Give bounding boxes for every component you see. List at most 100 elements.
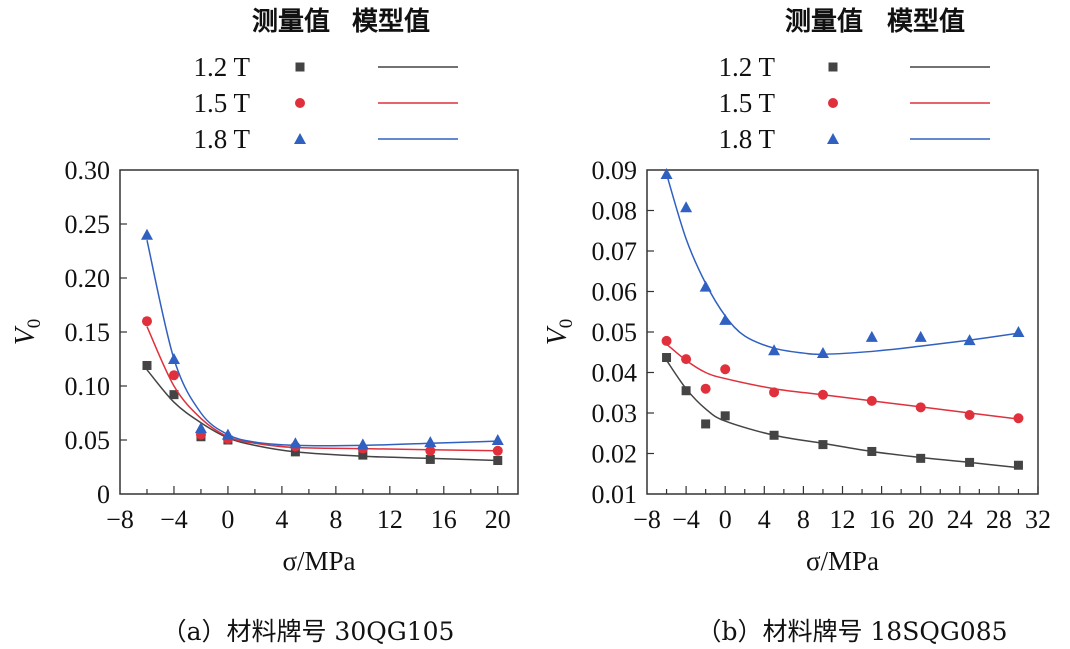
data-point-square — [358, 450, 368, 460]
model-curve-1.2T — [665, 359, 1019, 469]
x-tick-label: 12 — [377, 505, 403, 534]
x-tick-label: −4 — [160, 505, 188, 534]
data-point-triangle — [194, 422, 207, 434]
legend-marker-circle — [828, 98, 838, 108]
data-point-triangle — [356, 438, 369, 450]
x-tick-label: 8 — [797, 505, 810, 534]
data-point-circle — [1013, 413, 1024, 424]
legend-marker-triangle — [294, 133, 306, 144]
y-tick-label: 0.08 — [592, 197, 638, 226]
data-point-square — [965, 457, 975, 467]
chart-panel-b: 测量值 模型值 1.2 T 1.5 T 1.8 T 0.01 0.02 0.03 0.04 0.0… — [542, 7, 1051, 646]
y-axis-label-symbol: V — [10, 325, 41, 345]
data-point-circle — [661, 335, 672, 346]
data-point-circle — [817, 389, 828, 400]
data-point-square — [701, 419, 711, 429]
data-point-circle — [769, 387, 780, 398]
y-axis-label: V0 — [542, 319, 577, 346]
data-point-square — [169, 390, 179, 400]
x-tick-label: 16 — [431, 505, 457, 534]
model-curve-1.5T — [666, 343, 1019, 420]
y-tick-label: 0.01 — [592, 480, 638, 509]
legend-marker-square — [828, 62, 838, 72]
data-point-triangle — [660, 168, 673, 180]
data-point-square — [425, 454, 435, 464]
data-point-circle — [915, 402, 926, 413]
y-tick-label: 0.06 — [592, 278, 638, 307]
y-tick-label: 0 — [97, 480, 110, 509]
legend-header-measured: 测量值 — [785, 7, 863, 37]
x-tick-label: 20 — [485, 505, 511, 534]
data-point-triangle — [167, 353, 180, 364]
legend-label: 1.2 T — [193, 52, 250, 82]
legend-label: 1.8 T — [193, 124, 250, 154]
data-point-circle — [141, 316, 152, 327]
data-point-triangle — [816, 347, 829, 359]
x-tick-label: 8 — [329, 505, 342, 534]
x-tick-label: 32 — [1025, 505, 1051, 534]
data-point-triangle — [963, 334, 976, 346]
y-tick-label: 0.05 — [592, 318, 638, 347]
y-tick-label: 0.05 — [65, 426, 111, 455]
data-point-circle — [866, 395, 877, 406]
data-point-triangle — [140, 228, 153, 240]
data-point-triangle — [768, 344, 781, 356]
x-axis-label: σ/MPa — [806, 546, 879, 576]
x-tick-label: −8 — [633, 505, 661, 534]
model-curve-1.8T — [146, 240, 498, 447]
data-point-circle — [700, 383, 711, 394]
legend-label: 1.5 T — [718, 88, 775, 118]
data-point-triangle — [1012, 326, 1025, 337]
x-tick-label: 20 — [908, 505, 934, 534]
data-point-square — [867, 446, 877, 456]
x-tick-label: −4 — [672, 505, 700, 534]
legend-marker-triangle — [827, 133, 839, 144]
data-point-triangle — [865, 330, 878, 342]
data-point-circle — [168, 370, 179, 381]
data-point-circle — [425, 445, 436, 456]
legend-label: 1.5 T — [193, 88, 250, 118]
data-point-square — [720, 411, 730, 421]
x-tick-label: 0 — [221, 505, 234, 534]
data-point-circle — [492, 445, 503, 456]
data-point-square — [290, 447, 300, 457]
legend-header-measured: 测量值 — [252, 7, 330, 37]
data-point-circle — [964, 410, 975, 421]
x-tick-label: 12 — [830, 505, 856, 534]
y-axis-label-subscript: 0 — [24, 319, 45, 329]
model-curve-1.5T — [146, 326, 498, 452]
data-point-triangle — [491, 434, 504, 445]
y-axis-label-subscript: 0 — [556, 319, 577, 329]
data-point-square — [142, 360, 152, 370]
y-axis-label-symbol: V — [542, 325, 573, 345]
legend-label: 1.8 T — [718, 124, 775, 154]
data-point-triangle — [719, 313, 732, 325]
y-tick-label: 0.02 — [592, 440, 638, 469]
y-tick-label: 0.09 — [592, 156, 638, 185]
data-point-triangle — [424, 436, 437, 448]
x-tick-label: 28 — [986, 505, 1012, 534]
x-tick-label: 0 — [719, 505, 732, 534]
x-axis-label: σ/MPa — [282, 546, 355, 576]
y-axis-label: V0 — [10, 319, 45, 346]
model-curve-1.8T — [665, 173, 1019, 356]
model-curve-1.2T — [146, 369, 498, 462]
data-point-square — [681, 386, 691, 396]
legend-marker-square — [295, 62, 305, 72]
y-tick-label: 0.20 — [65, 264, 111, 293]
x-tick-label: 16 — [869, 505, 895, 534]
y-tick-label: 0.10 — [65, 372, 111, 401]
x-tick-label: 4 — [275, 505, 288, 534]
data-point-square — [662, 353, 672, 363]
data-point-triangle — [289, 437, 302, 449]
chart-panel-a: 测量值 模型值 1.2 T 1.5 T 1.8 T 0 0.05 0.10 0.15 0.20 0.… — [10, 7, 519, 646]
data-point-triangle — [680, 201, 693, 213]
legend-header-model: 模型值 — [887, 7, 965, 37]
data-point-circle — [720, 364, 731, 375]
x-tick-label: 24 — [947, 505, 973, 534]
y-tick-label: 0.25 — [65, 210, 111, 239]
y-tick-label: 0.07 — [592, 237, 638, 266]
data-point-circle — [681, 354, 692, 365]
y-tick-label: 0.03 — [592, 399, 638, 428]
